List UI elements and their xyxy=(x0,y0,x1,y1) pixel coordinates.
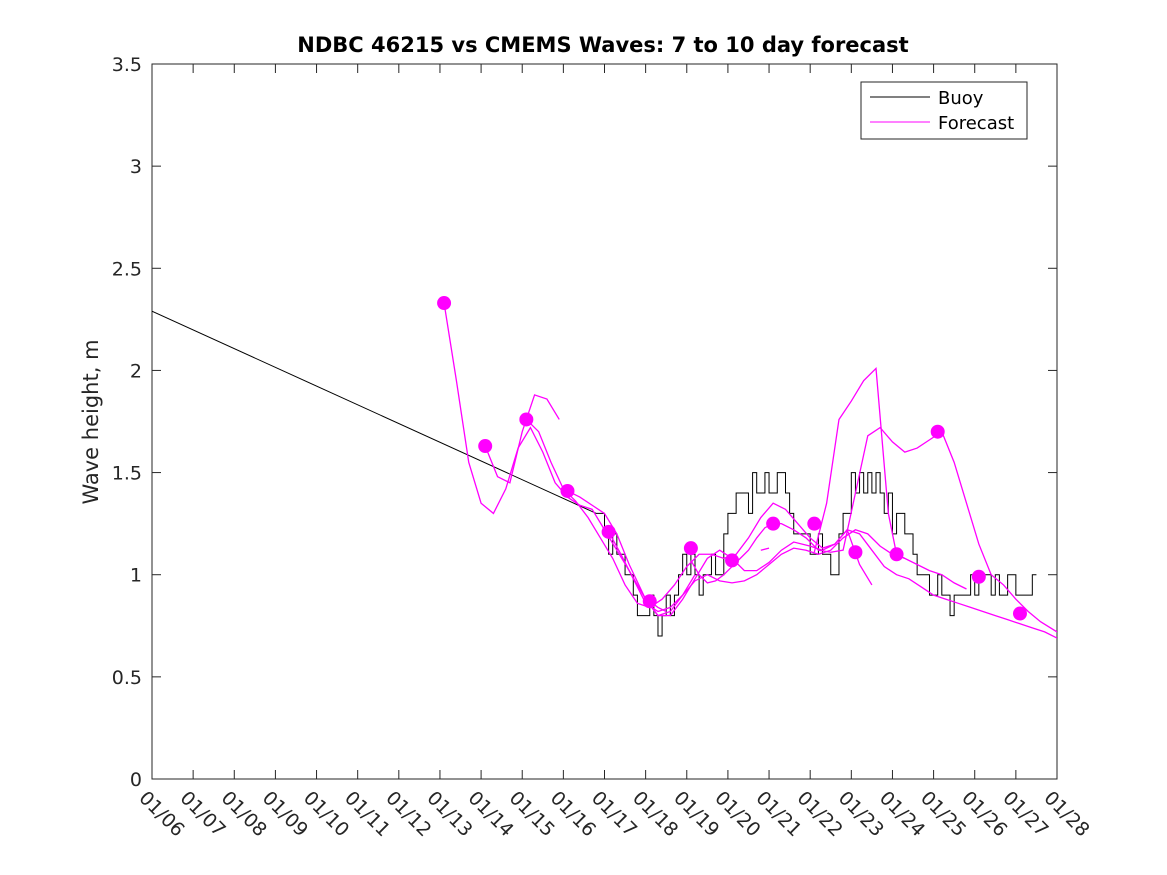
x-tick-label: 01/16 xyxy=(546,787,600,841)
x-tick-label: 01/17 xyxy=(587,787,641,841)
x-tick-label: 01/06 xyxy=(134,787,188,841)
x-tick-label: 01/24 xyxy=(875,787,929,841)
x-tick-label: 01/18 xyxy=(628,787,682,841)
x-tick-label: 01/23 xyxy=(834,787,888,841)
y-tick-label: 2.5 xyxy=(112,258,142,280)
forecast-point xyxy=(889,547,904,562)
y-tick-label: 1.5 xyxy=(112,463,142,485)
forecast-point xyxy=(766,516,781,531)
series-line-forecast xyxy=(443,302,696,617)
x-tick-label: 01/07 xyxy=(176,787,230,841)
forecast-point xyxy=(807,516,822,531)
x-tick-label: 01/28 xyxy=(1039,787,1093,841)
plot-area xyxy=(151,63,1058,780)
series-line-forecast xyxy=(608,529,967,613)
x-tick-label: 01/13 xyxy=(422,787,476,841)
series-line-forecast xyxy=(813,366,906,559)
series-line-forecast xyxy=(525,418,873,609)
y-tick-label: 0 xyxy=(130,769,142,791)
y-tick-label: 3 xyxy=(130,156,142,178)
axes-box xyxy=(151,63,1058,780)
forecast-point xyxy=(725,553,740,568)
forecast-point xyxy=(560,483,575,498)
x-tick-label: 01/21 xyxy=(752,787,806,841)
y-tick-label: 3.5 xyxy=(112,54,142,76)
forecast-point xyxy=(519,412,534,427)
forecast-point xyxy=(1012,606,1027,621)
x-tick-label: 01/25 xyxy=(916,787,970,841)
x-tick-label: 01/27 xyxy=(998,787,1052,841)
x-tick-label: 01/10 xyxy=(299,787,353,841)
series-line-forecast xyxy=(760,547,770,551)
legend-box xyxy=(860,81,1028,140)
y-tick-label: 1 xyxy=(130,565,142,587)
y-axis: 0 0.5 1 1.5 2 2.5 3 3.5 xyxy=(112,54,1057,791)
y-axis-label: Wave height, m xyxy=(79,339,103,504)
x-tick-label: 01/20 xyxy=(710,787,764,841)
x-tick-label: 01/11 xyxy=(340,787,394,841)
x-tick-label: 01/08 xyxy=(217,787,271,841)
x-tick-label: 01/22 xyxy=(793,787,847,841)
series-line-buoy xyxy=(152,310,1037,637)
series-line-forecast xyxy=(484,394,560,484)
legend: Buoy Forecast xyxy=(860,81,1028,140)
x-tick-label: 01/19 xyxy=(669,787,723,841)
forecast-point xyxy=(642,594,657,609)
series-line-forecast xyxy=(690,426,1057,633)
forecast-point xyxy=(930,424,945,439)
x-tick-label: 01/26 xyxy=(957,787,1011,841)
forecast-point xyxy=(683,541,698,556)
forecast-point xyxy=(478,439,493,454)
legend-label-forecast: Forecast xyxy=(938,113,1014,134)
x-tick-label: 01/15 xyxy=(505,787,559,841)
legend-label-buoy: Buoy xyxy=(938,88,984,109)
x-tick-label: 01/12 xyxy=(381,787,435,841)
y-tick-label: 0.5 xyxy=(112,667,142,689)
forecast-point xyxy=(971,569,986,584)
x-tick-label: 01/14 xyxy=(464,787,518,841)
x-tick-label: 01/09 xyxy=(258,787,312,841)
chart-title: NDBC 46215 vs CMEMS Waves: 7 to 10 day f… xyxy=(297,33,908,57)
forecast-point xyxy=(601,524,616,539)
y-tick-label: 2 xyxy=(130,360,142,382)
forecast-point xyxy=(437,296,452,311)
forecast-point xyxy=(848,545,863,560)
